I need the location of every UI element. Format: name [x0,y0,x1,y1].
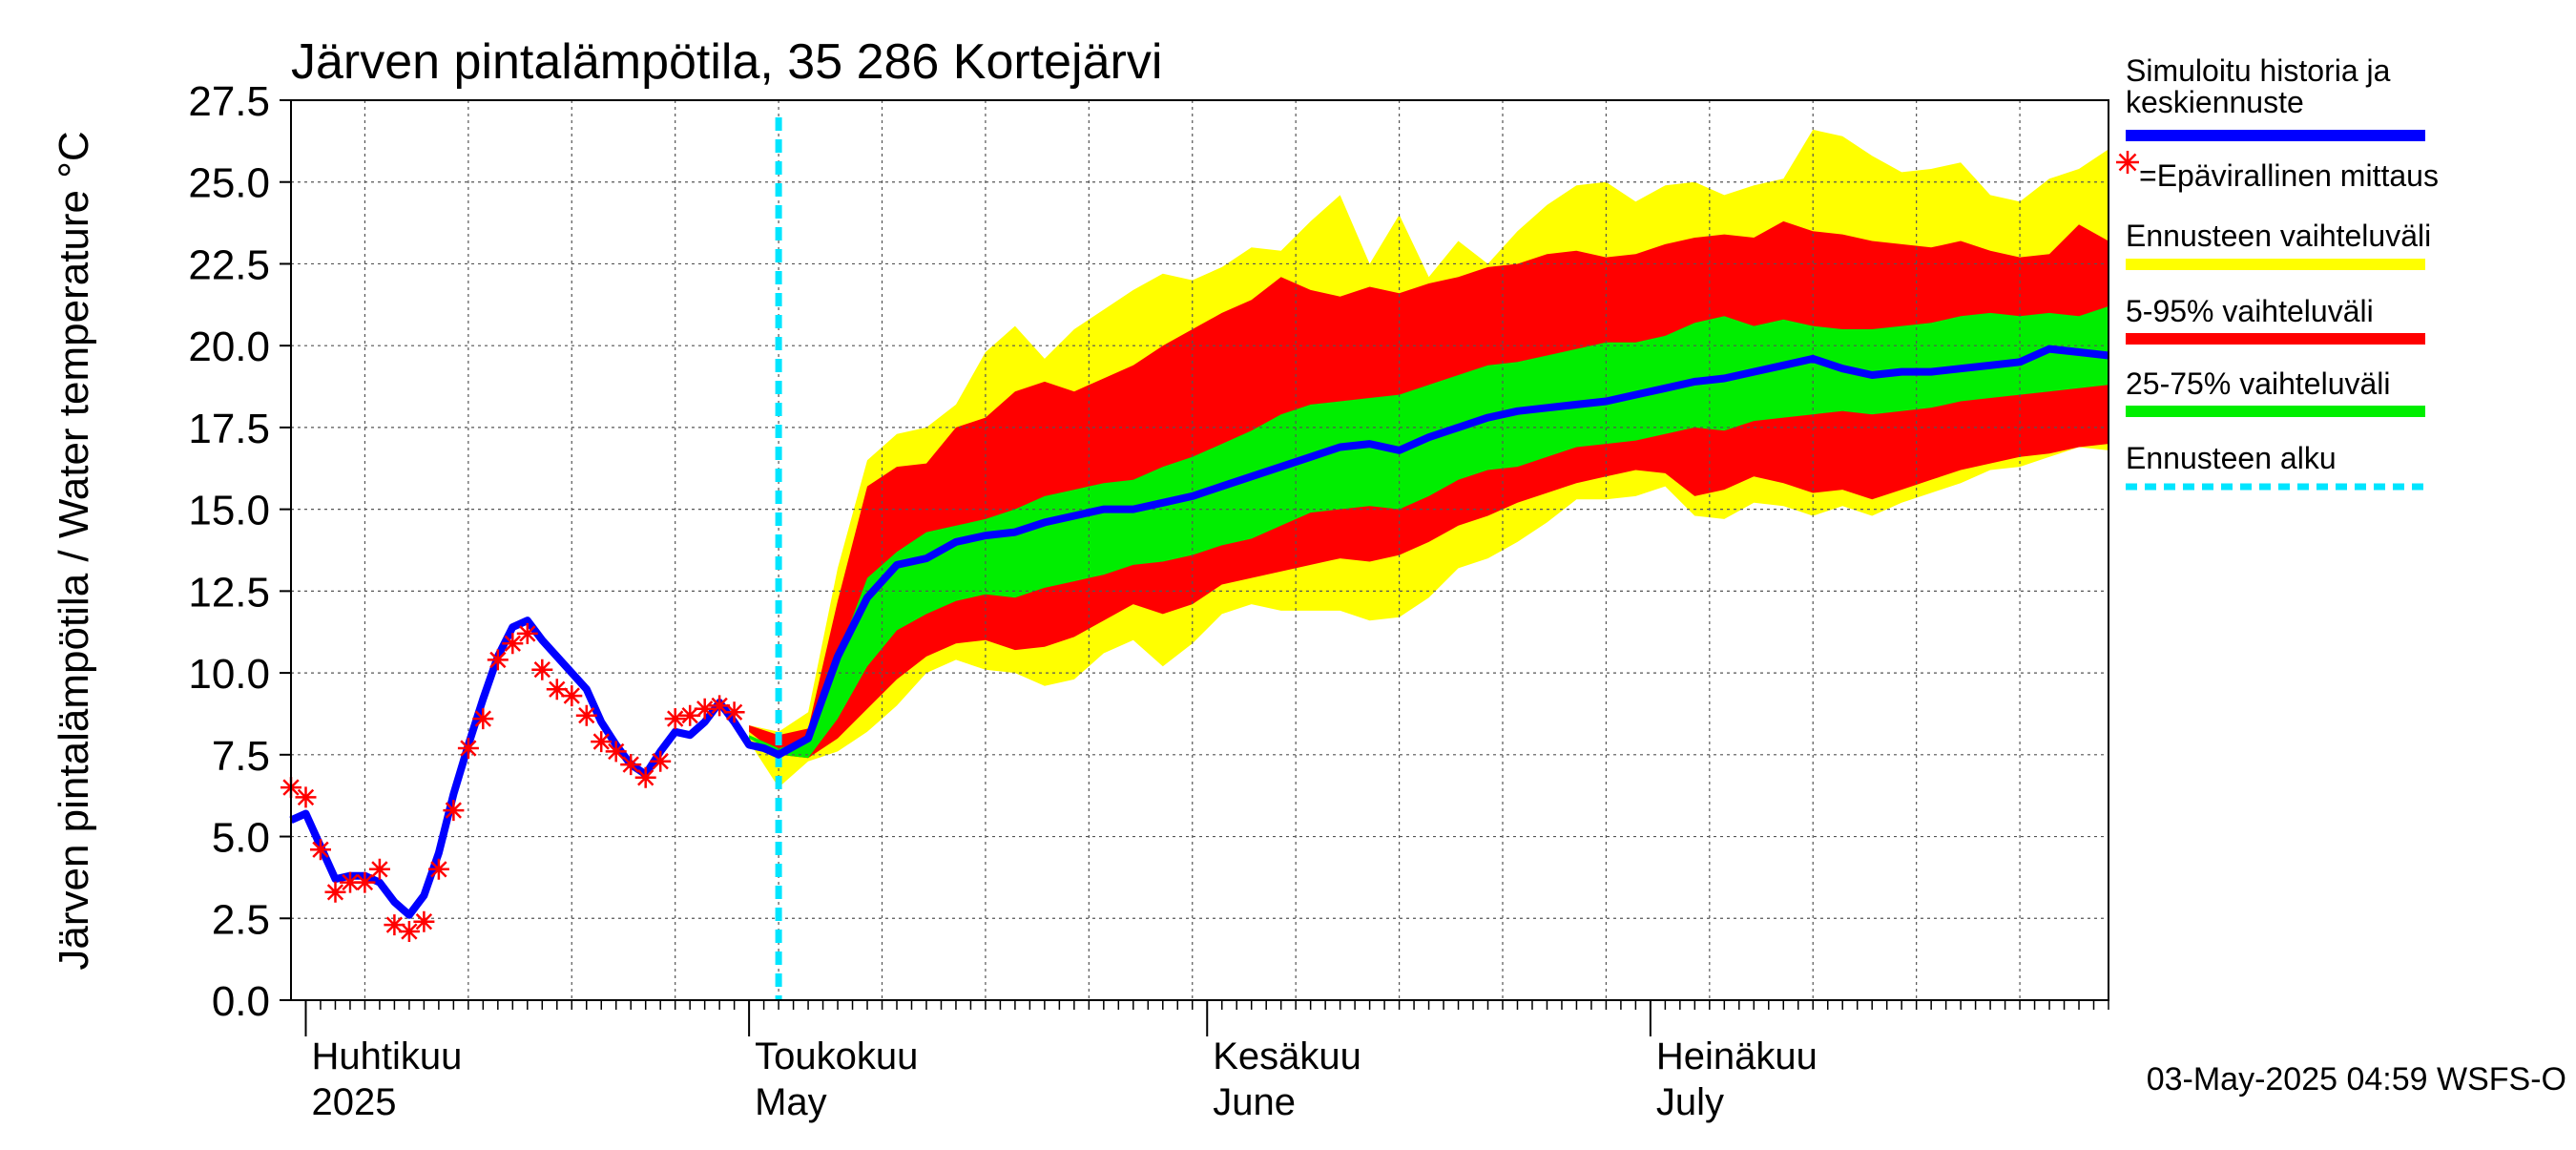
legend-label: Ennusteen vaihteluväli [2126,219,2431,253]
y-tick-label: 10.0 [188,651,270,698]
measurement-point [354,871,376,893]
y-tick-label: 5.0 [212,815,270,862]
y-tick-label: 17.5 [188,406,270,452]
measurement-point [634,766,656,788]
y-tick-label: 15.0 [188,488,270,534]
measurement-point [457,738,479,759]
legend-marker [2116,151,2139,174]
measurement-point [340,871,361,893]
measurement-point [546,679,568,700]
measurement-point [398,921,420,942]
y-tick-label: 0.0 [212,978,270,1025]
y-tick-label: 22.5 [188,241,270,288]
timestamp-label: 03-May-2025 04:59 WSFS-O [2147,1061,2566,1098]
y-tick-label: 25.0 [188,160,270,207]
y-axis-label: Järven pintalämpötila / Water temperatur… [51,131,97,970]
plot-frame [290,99,2109,1001]
legend-label: 25-75% vaihteluväli [2126,366,2391,401]
y-tick-label: 27.5 [188,78,270,125]
measurement-point [664,708,686,730]
measurement-point [694,698,716,720]
measurement-point [295,786,317,808]
measurement-point [620,754,642,776]
x-month-label: Kesäkuu [1213,1035,1361,1077]
range-25-75-band [749,306,2109,759]
measurement-point [443,800,465,822]
measurement-point [472,708,494,730]
measurement-point [650,750,672,772]
measurement-point [413,910,435,932]
x-month-sublabel: July [1656,1081,1724,1123]
legend-label: Simuloitu historia ja [2126,53,2391,88]
legend-label-line2: keskiennuste [2126,85,2304,119]
x-month-sublabel: May [755,1081,827,1123]
legend-label: Ennusteen alku [2126,441,2337,475]
measurement-point [709,695,731,717]
x-month-sublabel: June [1213,1081,1296,1123]
measurement-point [427,858,449,880]
measurement-point [516,622,538,644]
y-tick-label: 7.5 [212,733,270,780]
measurement-point [368,858,390,880]
measurement-point [591,731,613,753]
x-month-label: Huhtikuu [311,1035,462,1077]
measurement-point [487,649,509,671]
x-month-label: Toukokuu [755,1035,918,1077]
history-mean-line [289,345,2109,919]
measurement-point [384,914,405,936]
measurement-point [531,659,553,680]
y-tick-label: 20.0 [188,324,270,370]
measurement-point [575,704,597,726]
y-tick-label: 2.5 [212,896,270,943]
measurement-point [502,633,524,655]
measurement-point [723,701,745,723]
chart-title: Järven pintalämpötila, 35 286 Kortejärvi [291,34,1162,90]
x-month-label: Heinäkuu [1656,1035,1818,1077]
y-tick-label: 12.5 [188,569,270,616]
legend-label: =Epävirallinen mittaus [2139,158,2439,193]
measurement-point [561,685,583,707]
legend-label: 5-95% vaihteluväli [2126,294,2374,328]
measurement-point [324,881,346,903]
measurement-point [310,839,331,861]
measurement-point [605,741,627,763]
x-month-sublabel: 2025 [311,1081,396,1123]
measurement-point [679,704,701,726]
